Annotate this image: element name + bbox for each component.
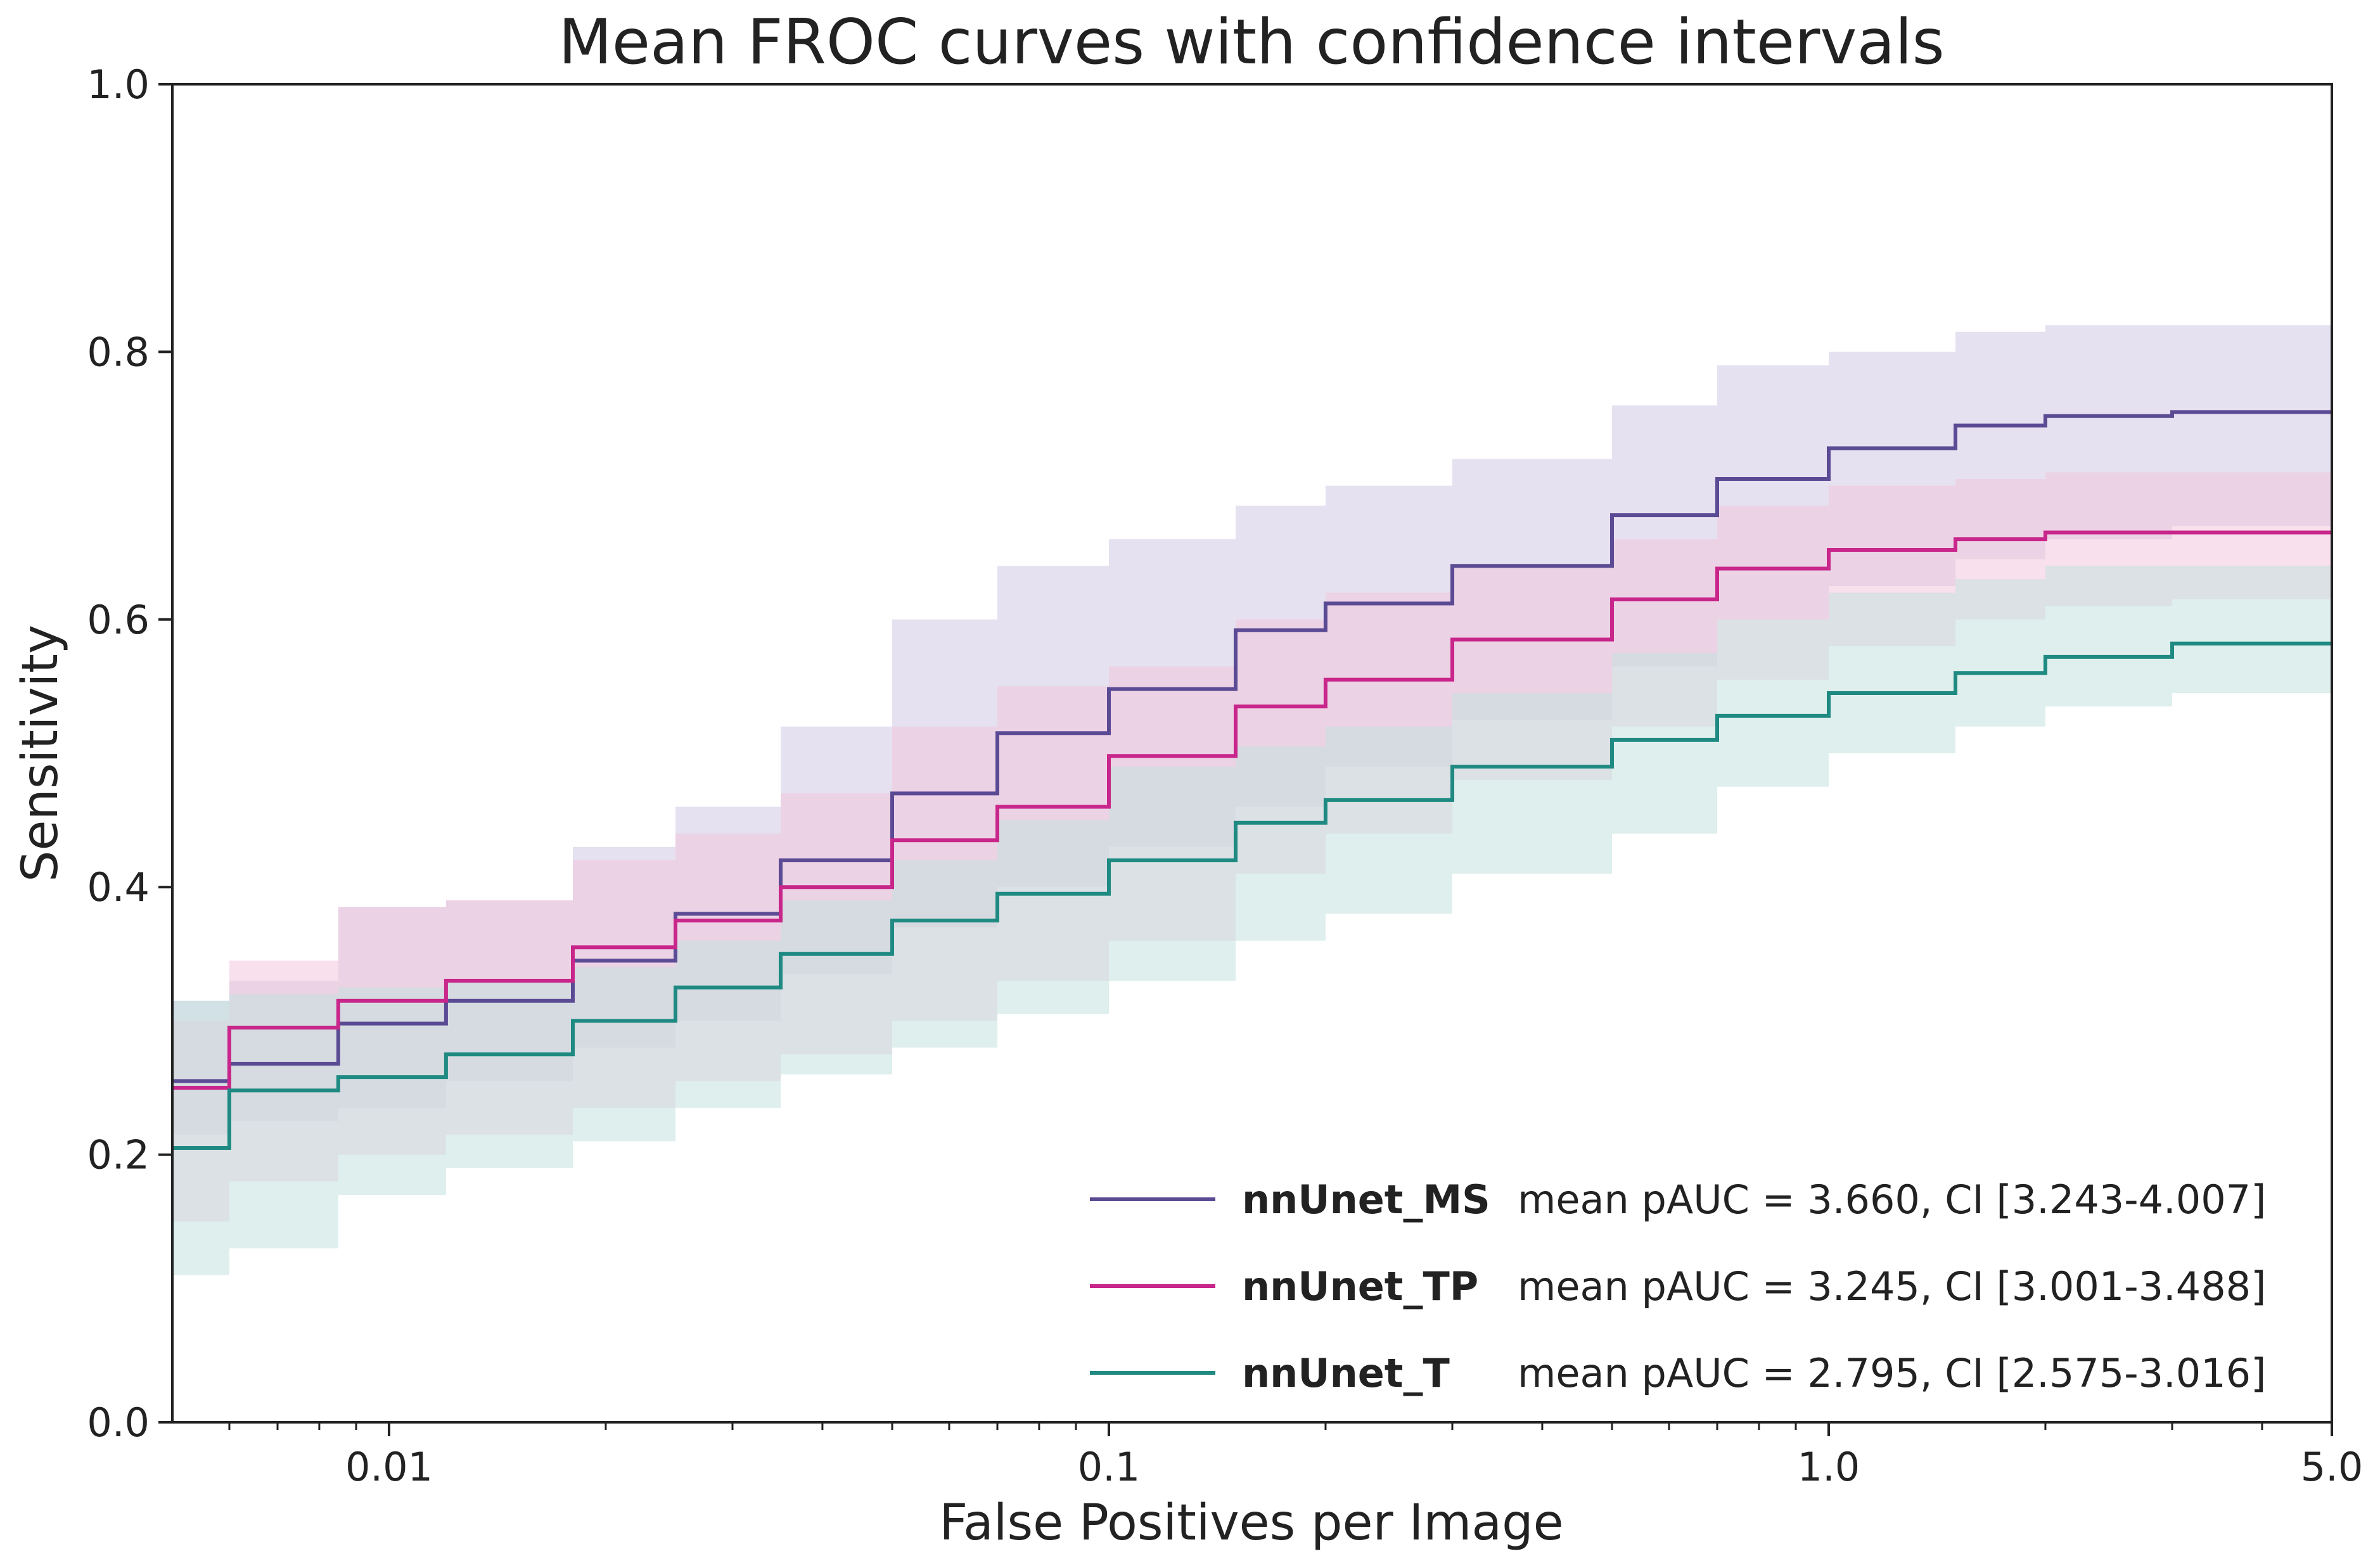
legend-stat-nnUnet_MS: mean pAUC = 3.660, CI [3.243-4.007] [1518, 1176, 2266, 1223]
y-tick-label: 0.2 [87, 1132, 150, 1178]
legend: nnUnet_MS mean pAUC = 3.660, CI [3.243-4.… [1090, 1176, 2266, 1396]
x-tick-label: 1.0 [1798, 1444, 1860, 1490]
legend-label-nnUnet_T: nnUnet_T [1242, 1350, 1450, 1396]
y-tick-label: 0.8 [87, 329, 150, 375]
y-tick-label: 0.6 [87, 597, 150, 643]
y-tick-label: 0.0 [87, 1399, 150, 1446]
chart-title: Mean FROC curves with confidence interva… [558, 6, 1945, 79]
series-line-nnUnet_TP [172, 530, 2332, 1090]
y-tick-label: 0.4 [87, 864, 150, 910]
x-tick-label: 0.1 [1078, 1444, 1141, 1490]
x-tick-label: 5.0 [2301, 1444, 2364, 1490]
series-lines [172, 410, 2332, 1150]
plot-area-frame [171, 83, 2333, 1424]
series-line-nnUnet_T [172, 641, 2332, 1150]
x-tick-label: 0.01 [345, 1444, 433, 1490]
y-tick-label: 1.0 [87, 61, 150, 108]
series-line-nnUnet_MS [172, 410, 2332, 1083]
confidence-bands [172, 325, 2332, 1275]
legend-stat-nnUnet_TP: mean pAUC = 3.245, CI [3.001-3.488] [1518, 1263, 2266, 1310]
x-axis-ticks: 0.01 0.1 1.0 5.0 [228, 1422, 2364, 1490]
legend-stat-nnUnet_T: mean pAUC = 2.795, CI [2.575-3.016] [1518, 1350, 2266, 1396]
y-axis-ticks: 0.0 0.2 0.4 0.6 0.8 1.0 [87, 61, 172, 1446]
legend-label-nnUnet_MS: nnUnet_MS [1242, 1176, 1490, 1223]
x-axis-label: False Positives per Image [939, 1495, 1563, 1552]
ci-band-nnUnet_T [172, 566, 2332, 1275]
y-axis-label: Sensitivity [12, 625, 69, 882]
legend-label-nnUnet_TP: nnUnet_TP [1242, 1263, 1478, 1310]
